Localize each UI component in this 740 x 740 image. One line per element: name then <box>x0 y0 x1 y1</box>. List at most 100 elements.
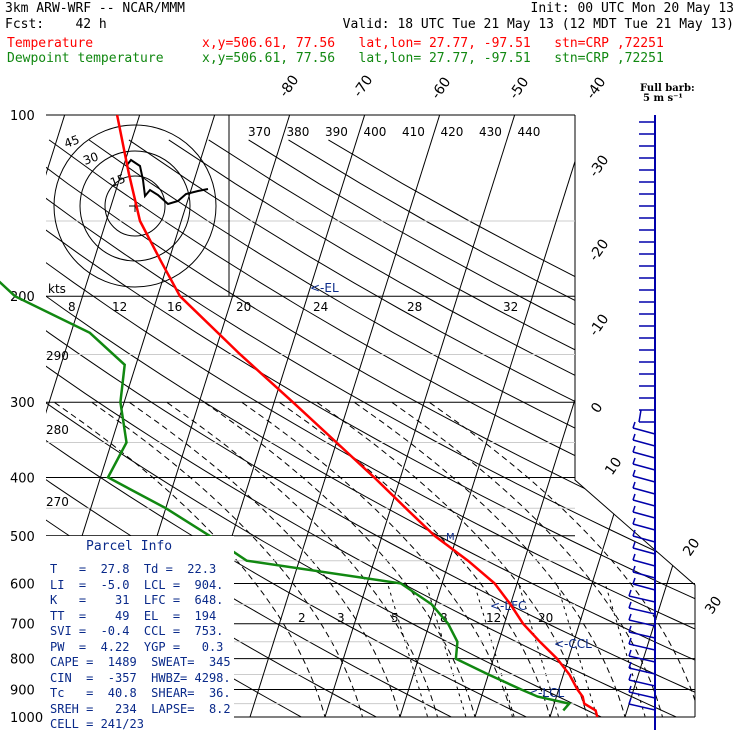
dry-adiabat <box>48 139 695 717</box>
wind-barb <box>632 523 656 531</box>
parcel-info-row: CAPE = 1489 SWEAT= 345 <box>50 655 231 669</box>
wind-barb-flag <box>628 625 632 633</box>
hodograph-trace <box>126 158 209 206</box>
el-marker: <-EL <box>310 281 339 295</box>
wind-barb-flag <box>632 577 636 585</box>
isotherm-line <box>46 115 159 717</box>
wind-barb-flag <box>628 613 632 621</box>
mixing-ratio-line <box>518 583 563 717</box>
pressure-tick-label: 400 <box>10 471 35 486</box>
mixing-ratio-label: 2 <box>298 611 306 625</box>
isotherm-line <box>46 115 84 717</box>
moist-adiabat <box>166 401 442 717</box>
mixing-ratio-label: 12 <box>486 611 501 625</box>
wind-barb-flag <box>628 589 632 597</box>
parcel-info-row: CIN = -357 HWBZ= 4298. <box>50 670 231 685</box>
mixing-ratio-label: 20 <box>538 611 553 625</box>
parcel-info-row: T = 27.8 Td = 22.3 <box>50 562 217 576</box>
parcel-info-row: SVI = -0.4 CCL = 753. <box>50 624 224 638</box>
mixing-ratio-label: 16 <box>167 300 182 314</box>
parcel-info-row: CELL = 241/23 <box>50 717 144 731</box>
pressure-tick-label: 900 <box>10 683 35 698</box>
dry-adiabat <box>46 139 695 717</box>
mixing-ratio-line <box>473 583 519 717</box>
pressure-tick-label: 800 <box>10 653 35 668</box>
isotherm-line <box>0 57 8 730</box>
mixing-ratio-label: 12 <box>112 300 127 314</box>
temperature-line <box>115 114 599 718</box>
mixing-ratio-label: 20 <box>236 300 251 314</box>
theta-label: 430 <box>479 125 502 139</box>
wind-barb <box>632 535 656 543</box>
mixing-ratio-label: 24 <box>313 300 328 314</box>
isotherm-label: -20 <box>586 236 612 264</box>
wind-barb <box>628 631 656 639</box>
pressure-tick-label: 200 <box>10 290 35 305</box>
wind-barb <box>628 607 656 615</box>
hodograph-ring-label: 30 <box>81 149 100 167</box>
isotherm-line <box>320 115 534 717</box>
isotherm-line <box>620 115 695 717</box>
isotherm-label: 0 <box>588 400 606 416</box>
mixing-ratio-label: 32 <box>503 300 518 314</box>
wind-barb-flag <box>632 493 636 501</box>
wind-barb-flag <box>628 673 632 681</box>
theta-label: 290 <box>46 349 69 363</box>
mixing-ratio-line <box>604 583 650 717</box>
wind-barb <box>628 619 656 627</box>
theta-label: 280 <box>46 423 69 437</box>
mixing-ratio-line <box>556 583 602 717</box>
wind-barb-flag <box>632 481 636 489</box>
wind-barb <box>628 679 656 687</box>
hodograph-ring <box>104 175 166 237</box>
moist-adiabat <box>203 401 479 717</box>
parcel-info-row: PW = 4.22 YGP = 0.3 <box>50 639 224 654</box>
parcel-info-row: SREH = 234 LAPSE= 8.2 <box>50 701 231 716</box>
wind-barb <box>628 655 656 663</box>
plot-boundary <box>574 115 696 717</box>
wind-barb-flag <box>632 529 636 537</box>
lfc-marker: <-LFC <box>490 599 526 613</box>
wind-barb <box>632 439 656 447</box>
hodograph-ring-label: 45 <box>62 132 81 150</box>
dry-adiabat <box>168 139 695 717</box>
dew-info: x,y=506.61, 77.56 lat,lon= 27.77, -97.51… <box>202 51 664 66</box>
theta-label: 380 <box>287 125 310 139</box>
dry-adiabat <box>128 139 695 717</box>
wind-barb-flag <box>628 601 632 609</box>
wind-barb-flag <box>632 469 636 477</box>
pressure-tick-label: 1000 <box>10 711 43 726</box>
parcel-info-box: Parcel Info T = 27.8 Td = 22.3 LI = -5.0 … <box>46 536 234 731</box>
wind-barb <box>628 703 656 711</box>
dry-adiabat <box>46 139 695 717</box>
theta-label: 400 <box>364 125 387 139</box>
parcel-info-row: Tc = 40.8 SHEAR= 36. <box>50 686 231 700</box>
forecast-hour: Fcst: 42 h <box>5 17 107 32</box>
wind-barb-flag <box>632 565 636 573</box>
valid-time: Valid: 18 UTC Tue 21 May 13 (12 MDT Tue … <box>342 17 734 32</box>
dry-adiabat <box>46 139 554 717</box>
pressure-tick-label: 500 <box>10 530 35 545</box>
isotherm-label: 30 <box>702 594 725 618</box>
wind-barb-flag <box>628 661 632 669</box>
dry-adiabat <box>46 139 695 717</box>
wind-barb-flag <box>628 637 632 645</box>
isotherm-line <box>245 115 459 717</box>
temp-label: Temperature <box>7 36 94 51</box>
mixing-ratio-label: 8 <box>68 300 76 314</box>
hodograph-ring <box>53 124 217 288</box>
theta-label: 370 <box>248 125 271 139</box>
m-marker: M <box>446 532 455 543</box>
moist-adiabat <box>53 401 329 717</box>
mixing-ratio-line <box>387 583 432 717</box>
wind-barb-flag <box>638 409 642 423</box>
dew-label: Dewpoint temperature <box>7 51 164 66</box>
moist-adiabat <box>391 401 667 717</box>
isotherm-label: -50 <box>506 74 532 102</box>
dry-adiabat <box>46 139 695 717</box>
dry-adiabat <box>46 139 695 717</box>
barb-legend: Full barb: 5 m s⁻¹ <box>640 84 695 104</box>
dewpoint-line <box>0 280 572 712</box>
